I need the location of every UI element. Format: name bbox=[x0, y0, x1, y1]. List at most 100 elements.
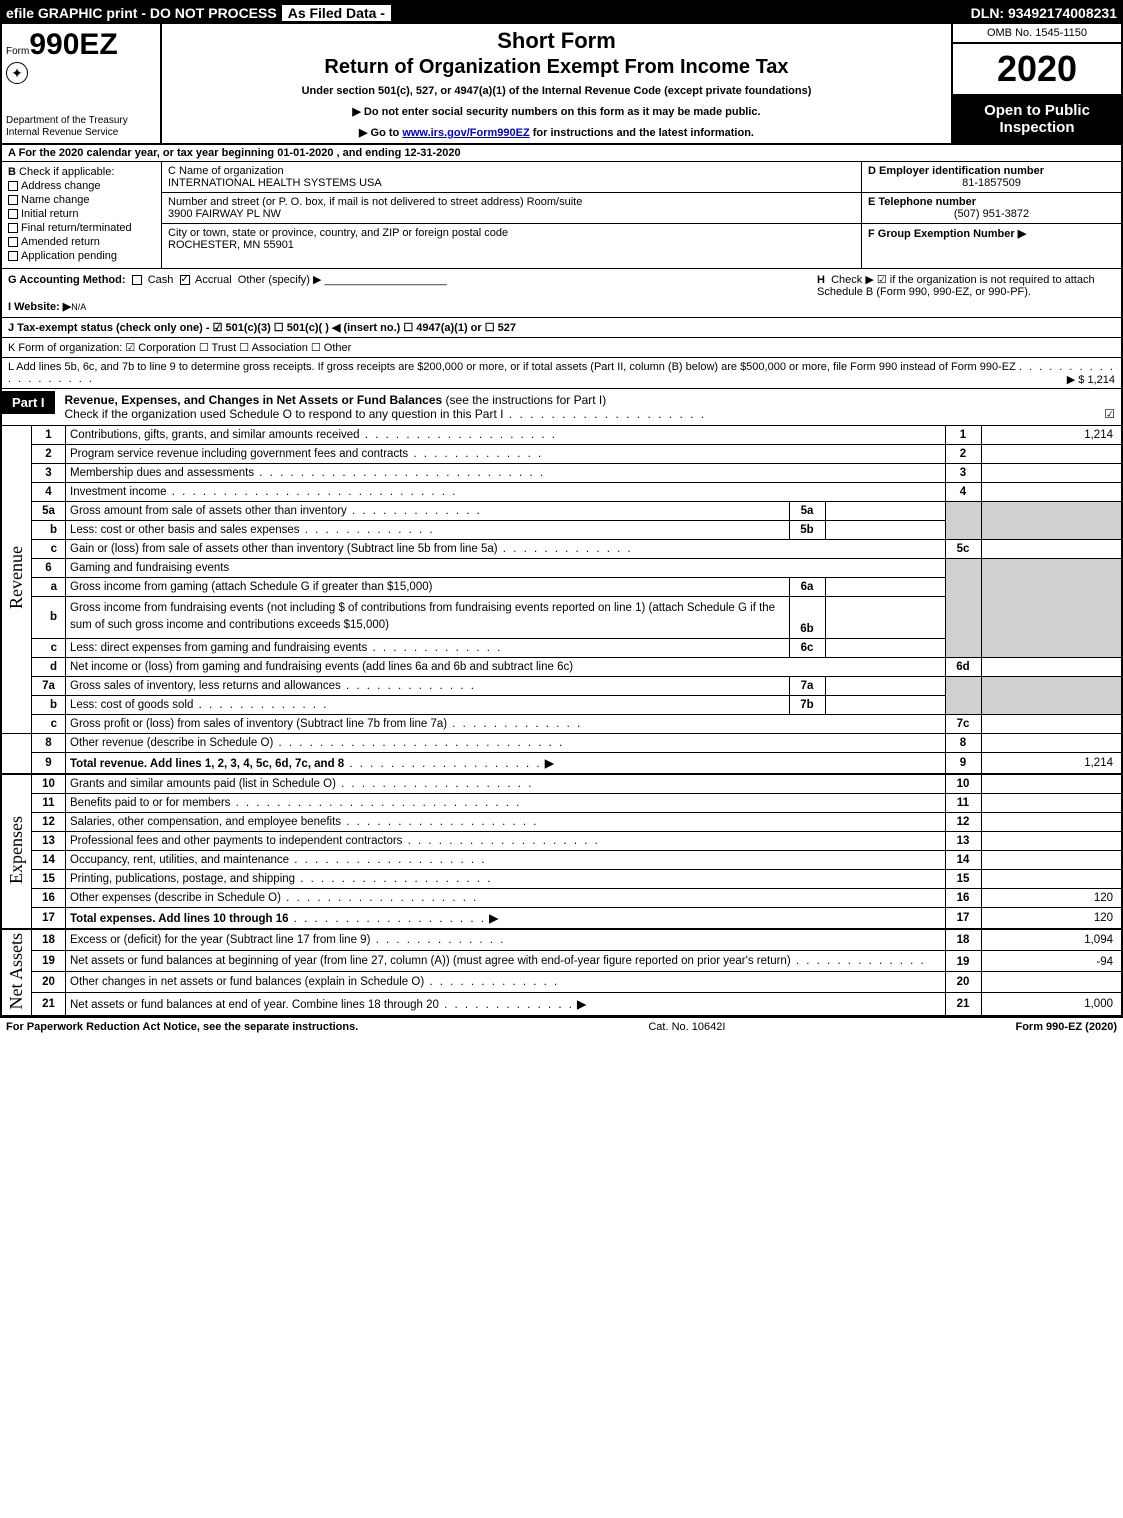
part-1-check-mark: ☑ bbox=[1104, 407, 1115, 421]
e-label: E Telephone number bbox=[868, 196, 976, 208]
g-line: G Accounting Method: Cash Accrual Other … bbox=[2, 269, 811, 317]
footer-left: For Paperwork Reduction Act Notice, see … bbox=[6, 1021, 358, 1033]
chk-address-change[interactable]: Address change bbox=[8, 180, 155, 192]
city-label: City or town, state or province, country… bbox=[168, 227, 855, 239]
expenses-table: Expenses 10 Grants and similar amounts p… bbox=[2, 775, 1121, 930]
chk-final-return[interactable]: Final return/terminated bbox=[8, 222, 155, 234]
footer-right: Form 990-EZ (2020) bbox=[1015, 1021, 1117, 1033]
under-section: Under section 501(c), 527, or 4947(a)(1)… bbox=[172, 85, 941, 97]
goto-line: ▶ Go to www.irs.gov/Form990EZ for instru… bbox=[172, 126, 941, 139]
section-g-h: G Accounting Method: Cash Accrual Other … bbox=[2, 269, 1121, 318]
part-1-title: Revenue, Expenses, and Changes in Net As… bbox=[59, 389, 1121, 425]
row-15: 15 Printing, publications, postage, and … bbox=[2, 869, 1121, 888]
l-text: L Add lines 5b, 6c, and 7b to line 9 to … bbox=[8, 361, 1016, 373]
h-text: Check ▶ ☑ if the organization is not req… bbox=[817, 274, 1095, 298]
chk-accrual[interactable] bbox=[180, 275, 190, 285]
section-c: C Name of organization INTERNATIONAL HEA… bbox=[162, 162, 861, 268]
revenue-table: Revenue 1 Contributions, gifts, grants, … bbox=[2, 426, 1121, 775]
row-6d: d Net income or (loss) from gaming and f… bbox=[2, 657, 1121, 676]
as-filed-box: As Filed Data - bbox=[281, 4, 392, 22]
row-7c: c Gross profit or (loss) from sales of i… bbox=[2, 714, 1121, 733]
d-label: D Employer identification number bbox=[868, 165, 1044, 177]
city-value: ROCHESTER, MN 55901 bbox=[168, 239, 855, 251]
form-prefix: Form bbox=[6, 46, 29, 57]
form-number: 990EZ bbox=[29, 28, 117, 61]
row-11: 11 Benefits paid to or for members 11 bbox=[2, 793, 1121, 812]
section-b-to-f: B Check if applicable: Address change Na… bbox=[2, 162, 1121, 269]
row-9: 9 Total revenue. Add lines 1, 2, 3, 4, 5… bbox=[2, 752, 1121, 774]
netassets-sidebar: Net Assets bbox=[2, 930, 32, 1016]
chk-initial-return[interactable]: Initial return bbox=[8, 208, 155, 220]
row-3: 3 Membership dues and assessments 3 bbox=[2, 464, 1121, 483]
omb-number: OMB No. 1545-1150 bbox=[953, 24, 1121, 44]
row-16: 16 Other expenses (describe in Schedule … bbox=[2, 888, 1121, 907]
header-right: OMB No. 1545-1150 2020 Open to Public In… bbox=[951, 24, 1121, 143]
h-line: H Check ▶ ☑ if the organization is not r… bbox=[811, 269, 1121, 317]
part-1-header: Part I Revenue, Expenses, and Changes in… bbox=[2, 389, 1121, 426]
l-line: L Add lines 5b, 6c, and 7b to line 9 to … bbox=[2, 358, 1121, 389]
part-1-tab: Part I bbox=[2, 391, 55, 414]
tax-year: 2020 bbox=[953, 44, 1121, 96]
netassets-table: Net Assets 18 Excess or (deficit) for th… bbox=[2, 930, 1121, 1017]
open-public-badge: Open to Public Inspection bbox=[953, 96, 1121, 143]
row-8: 8 Other revenue (describe in Schedule O)… bbox=[2, 733, 1121, 752]
row-6: 6 Gaming and fundraising events bbox=[2, 559, 1121, 578]
row-20: 20 Other changes in net assets or fund b… bbox=[2, 971, 1121, 992]
row-7a: 7a Gross sales of inventory, less return… bbox=[2, 676, 1121, 695]
irs-seal-icon: ✦ bbox=[6, 62, 28, 84]
i-prefix: I Website: ▶ bbox=[8, 301, 71, 313]
line-a: A For the 2020 calendar year, or tax yea… bbox=[2, 145, 1121, 162]
k-line: K Form of organization: ☑ Corporation ☐ … bbox=[2, 338, 1121, 358]
section-b: B Check if applicable: Address change Na… bbox=[2, 162, 162, 268]
row-14: 14 Occupancy, rent, utilities, and maint… bbox=[2, 850, 1121, 869]
goto-link[interactable]: www.irs.gov/Form990EZ bbox=[402, 127, 529, 139]
section-d-e-f: D Employer identification number 81-1857… bbox=[861, 162, 1121, 268]
part-1-title-rest: (see the instructions for Part I) bbox=[442, 393, 606, 407]
c-label: C Name of organization bbox=[168, 165, 855, 177]
header-left: Form990EZ ✦ Department of the Treasury I… bbox=[2, 24, 162, 143]
dln-text: DLN: 93492174008231 bbox=[971, 5, 1117, 21]
revenue-sidebar: Revenue bbox=[2, 426, 32, 733]
ein: 81-1857509 bbox=[868, 177, 1115, 189]
l-amount: ▶ $ 1,214 bbox=[1067, 373, 1115, 386]
row-21: 21 Net assets or fund balances at end of… bbox=[2, 992, 1121, 1015]
efile-text: efile GRAPHIC print - DO NOT PROCESS bbox=[6, 5, 277, 21]
chk-name-change[interactable]: Name change bbox=[8, 194, 155, 206]
street-label: Number and street (or P. O. box, if mail… bbox=[168, 196, 855, 208]
return-title: Return of Organization Exempt From Incom… bbox=[172, 56, 941, 79]
footer-center: Cat. No. 10642I bbox=[648, 1021, 725, 1033]
row-1: Revenue 1 Contributions, gifts, grants, … bbox=[2, 426, 1121, 445]
j-line: J Tax-exempt status (check only one) - ☑… bbox=[2, 318, 1121, 338]
ssn-warning: ▶ Do not enter social security numbers o… bbox=[172, 105, 941, 118]
chk-application-pending[interactable]: Application pending bbox=[8, 250, 155, 262]
expenses-sidebar: Expenses bbox=[2, 775, 32, 929]
header: Form990EZ ✦ Department of the Treasury I… bbox=[2, 24, 1121, 145]
row-18: Net Assets 18 Excess or (deficit) for th… bbox=[2, 930, 1121, 951]
row-5c: c Gain or (loss) from sale of assets oth… bbox=[2, 540, 1121, 559]
row-17: 17 Total expenses. Add lines 10 through … bbox=[2, 907, 1121, 929]
header-center: Short Form Return of Organization Exempt… bbox=[162, 24, 951, 143]
form-container: efile GRAPHIC print - DO NOT PROCESS As … bbox=[0, 0, 1123, 1018]
f-label: F Group Exemption Number ▶ bbox=[868, 228, 1026, 240]
g-prefix: G Accounting Method: bbox=[8, 274, 126, 286]
org-name: INTERNATIONAL HEALTH SYSTEMS USA bbox=[168, 177, 855, 189]
dept-irs: Internal Revenue Service bbox=[6, 127, 156, 139]
dept-treasury: Department of the Treasury bbox=[6, 115, 156, 127]
chk-amended-return[interactable]: Amended return bbox=[8, 236, 155, 248]
street-value: 3900 FAIRWAY PL NW bbox=[168, 208, 855, 220]
part-1-title-bold: Revenue, Expenses, and Changes in Net As… bbox=[65, 393, 443, 407]
j-text: J Tax-exempt status (check only one) - ☑… bbox=[8, 322, 516, 334]
short-form-title: Short Form bbox=[172, 28, 941, 54]
row-10: Expenses 10 Grants and similar amounts p… bbox=[2, 775, 1121, 794]
line-a-text: For the 2020 calendar year, or tax year … bbox=[19, 147, 461, 159]
row-5a: 5a Gross amount from sale of assets othe… bbox=[2, 502, 1121, 521]
row-13: 13 Professional fees and other payments … bbox=[2, 831, 1121, 850]
row-2: 2 Program service revenue including gove… bbox=[2, 445, 1121, 464]
website-value: N/A bbox=[71, 302, 86, 312]
part-1-check-line: Check if the organization used Schedule … bbox=[65, 407, 504, 421]
top-bar: efile GRAPHIC print - DO NOT PROCESS As … bbox=[2, 2, 1121, 24]
row-19: 19 Net assets or fund balances at beginn… bbox=[2, 950, 1121, 971]
telephone: (507) 951-3872 bbox=[868, 208, 1115, 220]
chk-cash[interactable] bbox=[132, 275, 142, 285]
footer: For Paperwork Reduction Act Notice, see … bbox=[0, 1018, 1123, 1036]
